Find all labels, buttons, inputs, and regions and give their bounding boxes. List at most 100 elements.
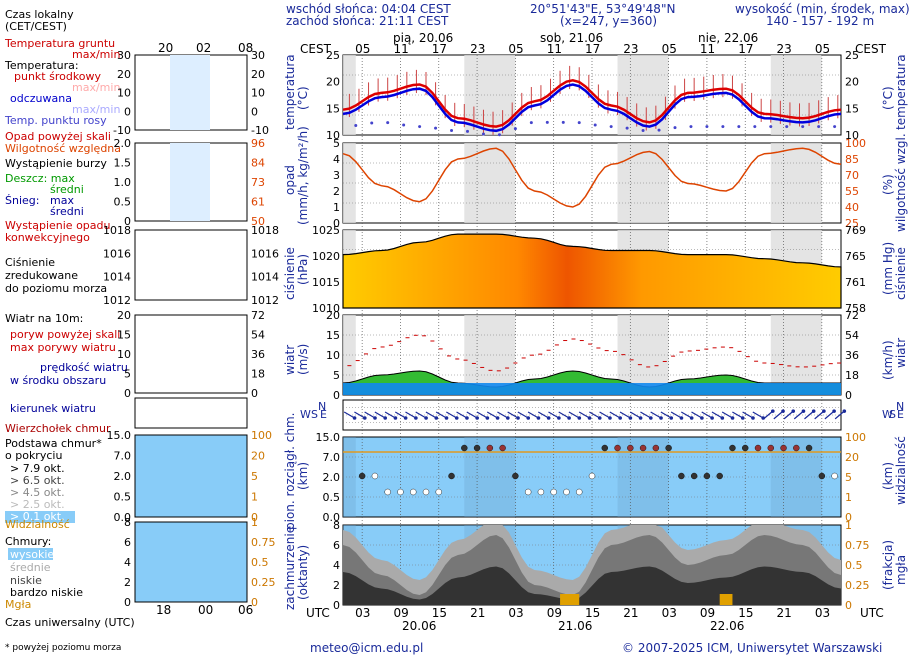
y-tick-right: 0 [845,511,852,524]
okt-label-3: > 4.5 okt. [10,486,65,499]
legend-y-tick: 0 [124,596,131,609]
humidity-line [342,147,842,208]
utc-tick: 15 [432,606,447,620]
felt-temp-line [342,83,842,133]
legend-y-tick-right: 0.25 [251,576,276,589]
wind-arrow [384,411,396,419]
cloud-base-dot [524,488,532,496]
y-tick: 3 [333,169,340,182]
legend-y-tick: 1012 [103,294,131,307]
cloud-base-label2: o pokryciu [5,449,62,462]
wind-arrow [405,411,417,419]
main-panels [342,54,842,606]
wind-arrow [415,411,427,419]
y-tick: 1 [333,201,340,214]
local-time-label: Czas lokalny [5,8,74,21]
y-tick: 1010 [312,302,340,315]
wind-arrow [568,411,580,419]
pressure-rlabel2: (mm Hg) [881,242,895,295]
wind-ylabel: wiatr [283,345,297,375]
temp-rlabel: temperatura [894,54,908,130]
dew-point [561,120,565,124]
wind-arrow-head [485,416,490,420]
y-tick-right: 20 [845,451,859,464]
cloud-base-dot [588,472,596,480]
cloud-rlabel2: (km) [881,462,895,490]
cloud-base-dot [716,472,723,480]
dew-point [529,121,533,125]
wind-arrow [374,411,386,419]
dew-point [721,125,725,129]
legend-tick-labels: 2520151025201510543210100857055402510251… [103,49,870,612]
wind-arrow [435,411,447,419]
wind-arrow [640,411,652,419]
cover-rlabel: mgła [894,555,908,585]
wind-arrow [548,411,560,419]
utc-tick: 03 [508,606,523,620]
pressure-ylabel: ciśnienie [283,247,297,300]
contact-email[interactable]: meteo@icm.edu.pl [310,641,423,655]
compass-w-right: W [882,408,893,421]
wind-arrow-head [720,416,725,420]
y-tick: 0 [333,389,340,402]
legend-y-tick-right: 18 [251,368,265,381]
cover-ylabel: zachmurzenie [283,526,297,610]
y-tick-right: 18 [845,369,859,382]
y-tick-right: 25 [845,49,859,62]
wind-arrow [701,411,713,419]
cloud-base-dot [754,444,762,452]
y-tick-right: 85 [845,153,859,166]
footnote: * powyżej poziomu morza [5,643,121,653]
legend-y-tick: 1014 [103,271,131,284]
utc-tick: 21 [470,606,485,620]
y-tick-right: 25 [845,217,859,230]
cest-tick: 11 [393,42,408,56]
legend-y-tick: 1.0 [114,176,132,189]
wind-arrow-head [444,416,449,420]
cloud-base-dot [499,444,506,452]
wind-title: Wiatr na 10m: [5,312,83,325]
cloud-rlabel: widzialność [894,436,908,505]
wind-arrow-head [710,416,714,420]
utc-legend-label: Czas uniwersalny (UTC) [5,616,135,629]
legend-utc-tick-1: 18 [156,603,171,617]
storm-label: Wystąpienie burzy [5,157,107,170]
wind-arrow [466,411,478,419]
day-label-2: sob, 21.06 [540,31,603,45]
elevation-title: wysokość (min, środek, max) [735,2,910,16]
cloud-ylabel2: (km) [296,462,310,490]
cloud-base-dot [742,444,749,452]
grid-cell: (x=247, y=360) [560,14,657,28]
temp-mid-label: punkt środkowy [14,70,102,83]
y-tick-right: 72 [845,309,859,322]
y-tick-right: 0 [845,599,852,612]
legend-y-tick: 10 [117,348,131,361]
cloud-base-dot [831,472,838,480]
cest-tick-labels: 05 11 17 23 05 11 17 23 05 11 17 23 05 [355,42,830,56]
wind-arrow-head [373,416,377,420]
wind-arrow-head [811,409,816,413]
utc-tick-labels: 03 09 15 21 03 09 15 21 03 09 15 21 03 [355,606,830,620]
legend-y-tick-right: -10 [251,124,269,137]
cloud-base-dot [627,444,634,452]
y-tick-right: 100 [845,137,866,150]
wind-arrow-head [689,416,694,420]
legend-y-tick: 2.0 [114,137,132,150]
wind-arrow-head [424,416,428,420]
pressure-line2: zredukowane [5,269,78,282]
wind-arrow [425,411,437,419]
legend-y-tick-right: 20 [251,450,265,463]
legend-y-tick: 15 [117,329,131,342]
dew-point [817,125,821,129]
wind-arrow [456,411,468,419]
dew-point [370,121,374,125]
wind-arrow [578,411,590,419]
cover-rlabel2: (frakcja) [881,540,895,590]
ground-temp-label: Temperatura gruntu [4,37,115,50]
legend-y-tick: 0 [124,387,131,400]
legend-y-tick: 30 [117,49,131,62]
legend-y-tick-right: 72 [251,309,265,322]
cloud-base-dot [422,488,430,496]
okt-label-4: > 2.5 okt. [10,498,65,511]
wind-arrow-head [832,409,836,413]
